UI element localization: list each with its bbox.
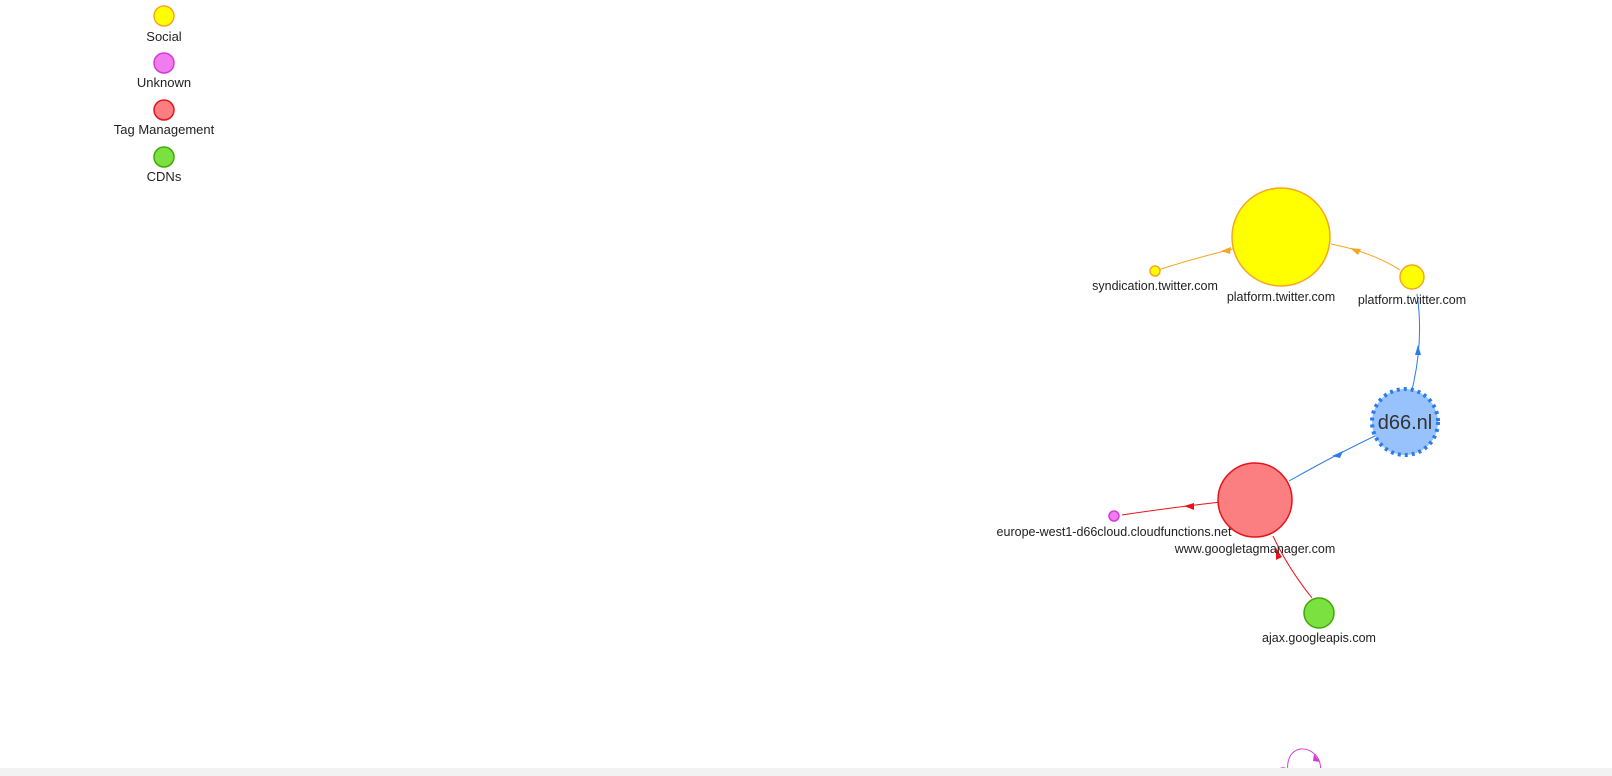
- node-label-ajax: ajax.googleapis.com: [1262, 631, 1376, 645]
- edge-arrow-root-platform: [1415, 345, 1421, 355]
- node-circle-gtm[interactable]: [1217, 462, 1293, 538]
- edge-platform-small-to-platform-big[interactable]: [1330, 243, 1401, 271]
- legend-label-unknown: Unknown: [137, 75, 191, 90]
- edge-arrow-ajax-gtm: [1276, 548, 1282, 560]
- node-circle-ajax[interactable]: [1303, 597, 1335, 629]
- node-label-gtm: www.googletagmanager.com: [1174, 542, 1336, 556]
- node-label-cloudfunctions: europe-west1-d66cloud.cloudfunctions.net: [997, 525, 1232, 539]
- legend-label-cdns: CDNs: [147, 169, 182, 184]
- legend-item-social: Social: [146, 5, 182, 44]
- edge-root-to-gtm[interactable]: [1288, 434, 1378, 482]
- node-syndication-twitter[interactable]: syndication.twitter.com: [1092, 265, 1218, 293]
- edge-arrow-gtm-cloudfunctions: [1184, 503, 1194, 510]
- bottom-scrollbar-track: [0, 768, 1612, 776]
- node-label-platform-large: platform.twitter.com: [1227, 290, 1335, 304]
- nodes: syndication.twitter.com platform.twitter…: [997, 187, 1466, 776]
- edge-arrow-bottom-loop: [1313, 754, 1320, 762]
- node-platform-twitter-large[interactable]: platform.twitter.com: [1227, 187, 1335, 304]
- legend-swatch-social: [153, 5, 175, 27]
- edge-root-to-platform-small[interactable]: [1411, 293, 1421, 391]
- node-googletagmanager[interactable]: www.googletagmanager.com: [1174, 462, 1336, 556]
- edge-arrow-platform-syndication: [1221, 247, 1231, 254]
- legend-item-cdns: CDNs: [147, 146, 182, 184]
- legend-swatch-unknown: [153, 52, 175, 74]
- legend-swatch-cdns: [153, 146, 175, 168]
- legend-label-tag-management: Tag Management: [114, 122, 215, 137]
- node-label-syndication: syndication.twitter.com: [1092, 279, 1218, 293]
- edge-arrow-platform-platform: [1350, 248, 1361, 255]
- node-root-d66[interactable]: d66.nl: [1370, 387, 1440, 457]
- node-ajax-googleapis[interactable]: ajax.googleapis.com: [1262, 597, 1376, 645]
- legend-item-unknown: Unknown: [137, 52, 191, 90]
- node-platform-twitter-small[interactable]: platform.twitter.com: [1358, 264, 1466, 307]
- node-circle-syndication[interactable]: [1149, 265, 1161, 277]
- legend-swatch-tag-management: [153, 99, 175, 121]
- node-cloudfunctions[interactable]: europe-west1-d66cloud.cloudfunctions.net: [997, 510, 1232, 539]
- edge-gtm-to-cloudfunctions[interactable]: [1121, 501, 1222, 516]
- edge-ajax-to-gtm[interactable]: [1272, 535, 1313, 599]
- node-label-platform-small: platform.twitter.com: [1358, 293, 1466, 307]
- node-circle-root[interactable]: [1370, 387, 1440, 457]
- node-circle-platform-large[interactable]: [1231, 187, 1331, 287]
- node-circle-cloudfunctions[interactable]: [1108, 510, 1120, 522]
- legend: Social Unknown Tag Management CDNs: [114, 5, 215, 184]
- edge-arrow-root-gtm: [1332, 451, 1343, 458]
- node-label-root: d66.nl: [1378, 412, 1433, 434]
- node-circle-platform-small[interactable]: [1399, 264, 1425, 290]
- legend-label-social: Social: [146, 29, 182, 44]
- legend-item-tag-management: Tag Management: [114, 99, 215, 137]
